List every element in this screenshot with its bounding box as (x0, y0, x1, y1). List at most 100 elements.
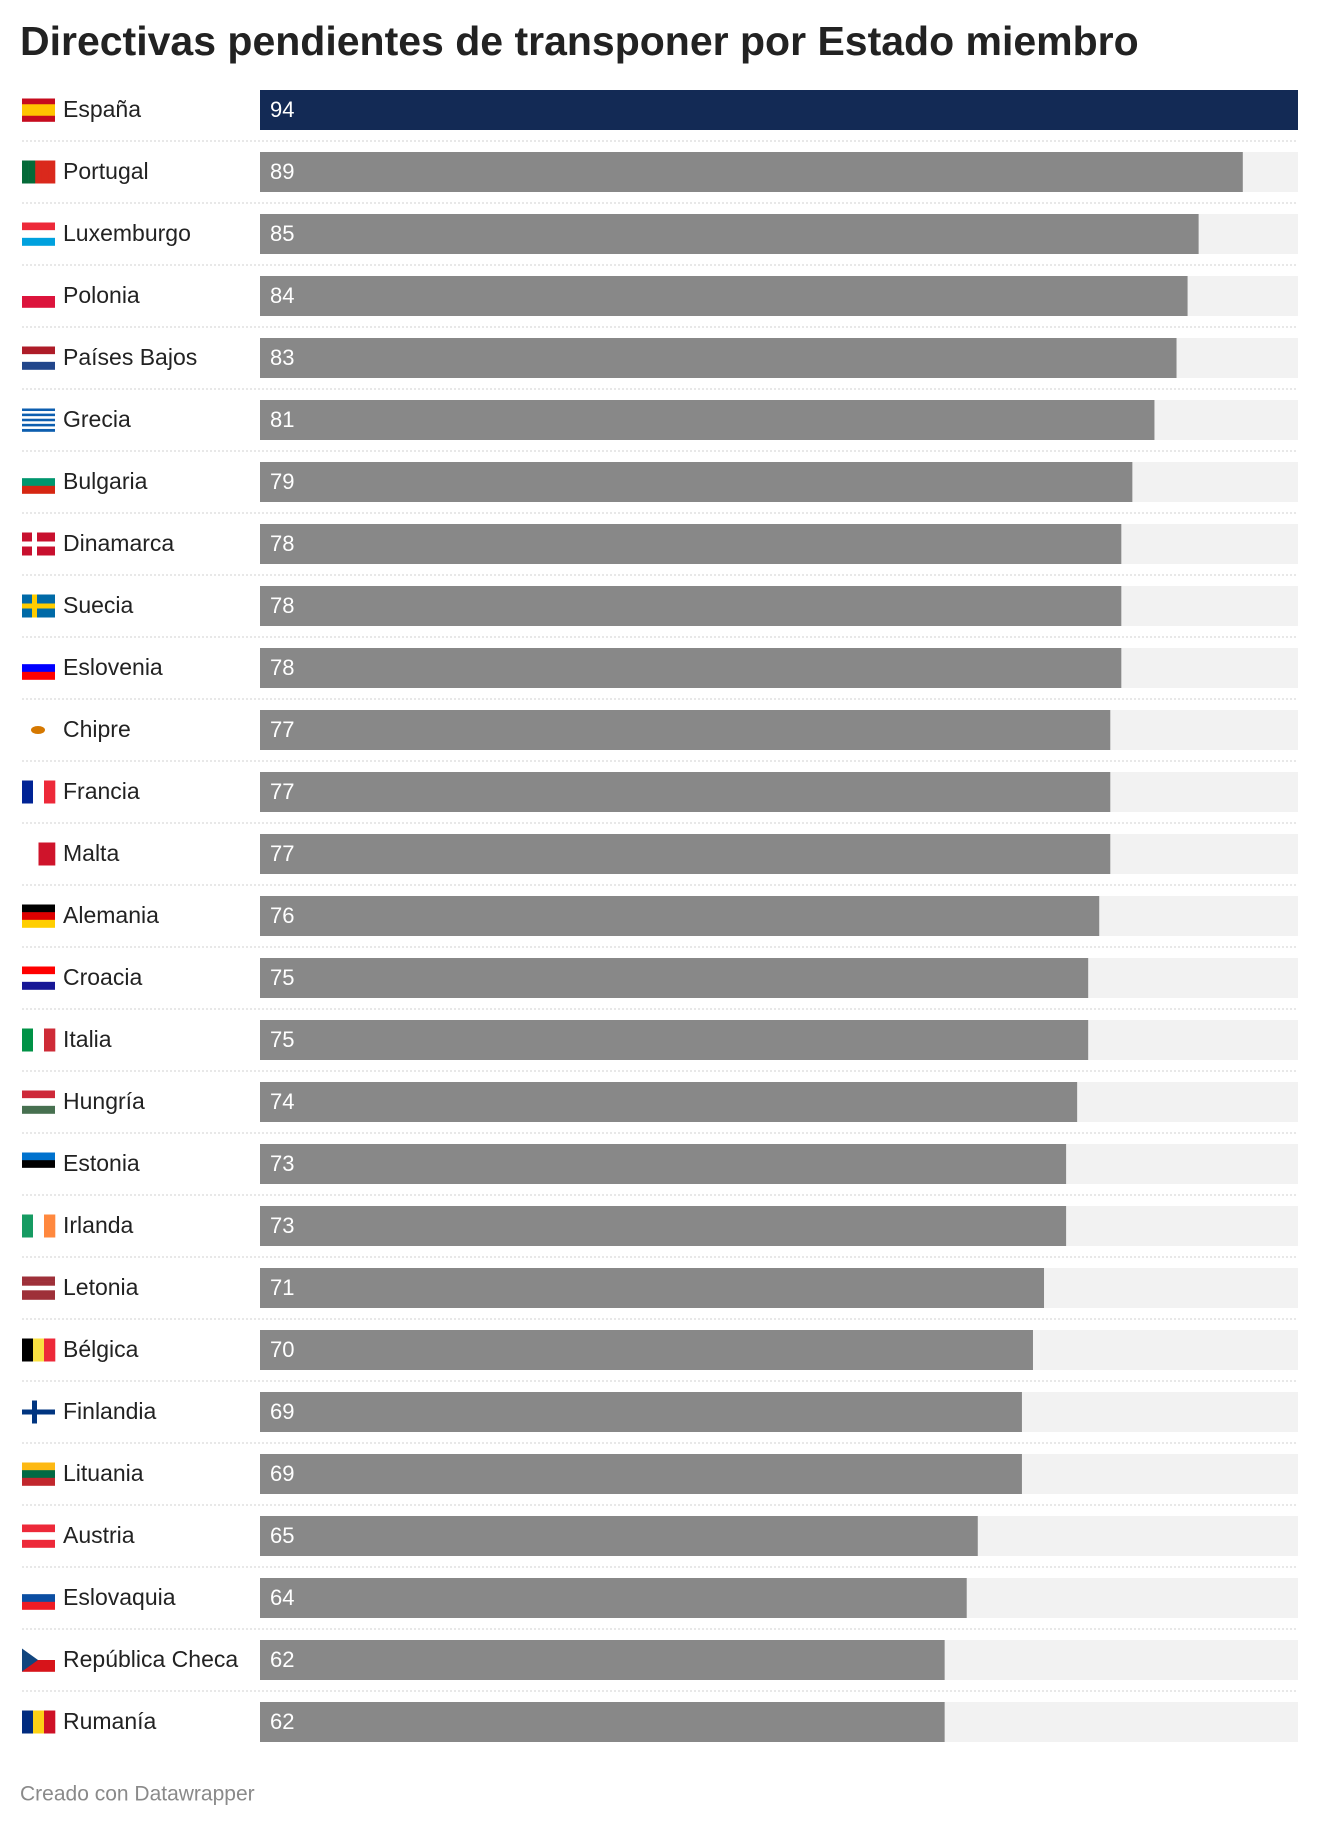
flag (22, 1276, 55, 1300)
flag-part (38, 842, 56, 866)
flag-part (22, 284, 55, 297)
flag-part (31, 726, 45, 734)
value-label: 74 (270, 1089, 294, 1114)
flag-part (22, 110, 55, 117)
bar (260, 1144, 1067, 1184)
bar (260, 1578, 967, 1618)
flag-part (22, 1648, 38, 1672)
value-label: 64 (270, 1585, 294, 1610)
flag-part (22, 1524, 55, 1533)
flag-part (22, 966, 55, 975)
category-label: Chipre (63, 716, 131, 742)
flag-part (22, 478, 55, 487)
bar (260, 524, 1122, 564)
value-label: 77 (270, 841, 294, 866)
category-label: República Checa (63, 1646, 238, 1672)
flag-part (22, 1539, 55, 1548)
flag-part (22, 1276, 55, 1282)
category-label: Portugal (63, 158, 149, 184)
bar (260, 400, 1155, 440)
flag (22, 842, 56, 866)
flag-part (22, 1152, 55, 1161)
flag-part (22, 1160, 55, 1169)
flag-part (22, 423, 55, 427)
bar (260, 152, 1243, 192)
flag (22, 1586, 55, 1610)
category-label: Austria (63, 1522, 135, 1548)
category-label: Alemania (63, 902, 159, 928)
flag (22, 160, 56, 184)
flag-part (22, 1594, 55, 1603)
flag-part (22, 98, 55, 105)
bar (260, 772, 1111, 812)
flag-part (44, 1710, 56, 1734)
flag-part (22, 485, 55, 494)
flag-part (22, 671, 55, 680)
value-label: 69 (270, 1399, 294, 1424)
flag-part (22, 1105, 55, 1114)
category-label: Bulgaria (63, 468, 148, 494)
category-label: Italia (63, 1026, 112, 1052)
flag (22, 1028, 56, 1052)
flag-part (22, 733, 55, 742)
flag (22, 284, 55, 308)
flag-part (22, 718, 55, 727)
category-label: Letonia (63, 1274, 139, 1300)
bar (260, 586, 1122, 626)
category-label: Bélgica (63, 1336, 139, 1362)
bar (260, 1206, 1067, 1246)
category-label: Rumanía (63, 1708, 157, 1734)
bar (260, 214, 1199, 254)
flag-part (22, 354, 55, 363)
value-label: 76 (270, 903, 294, 928)
flag (22, 594, 55, 618)
flag-part (33, 1338, 45, 1362)
flag-part (22, 416, 55, 420)
bar (260, 1268, 1045, 1308)
flag-part (22, 1601, 55, 1610)
flag-part (22, 346, 55, 355)
flag-part (33, 1710, 45, 1734)
bar (260, 462, 1133, 502)
flag-part (22, 656, 55, 665)
flag-part (22, 222, 55, 231)
flag-part (33, 780, 45, 804)
value-label: 73 (270, 1213, 294, 1238)
category-label: Eslovaquia (63, 1584, 176, 1610)
value-label: 75 (270, 1027, 294, 1052)
flag-part (22, 1338, 34, 1362)
value-label: 94 (270, 97, 294, 122)
category-label: Estonia (63, 1150, 140, 1176)
bar (260, 1640, 945, 1680)
value-label: 77 (270, 717, 294, 742)
flag-part (22, 1532, 55, 1541)
value-label: 78 (270, 531, 294, 556)
flag-part (22, 1294, 55, 1300)
flag (22, 904, 55, 928)
flag (22, 1710, 56, 1734)
flag-part (22, 230, 55, 239)
flag (22, 656, 55, 680)
category-label: Finlandia (63, 1398, 157, 1424)
category-label: Países Bajos (63, 344, 197, 370)
category-label: Eslovenia (63, 654, 163, 680)
value-label: 71 (270, 1275, 294, 1300)
flag-part (22, 1477, 55, 1486)
category-label: Polonia (63, 282, 140, 308)
value-label: 78 (270, 593, 294, 618)
flag-part (22, 1028, 34, 1052)
category-label: España (63, 96, 141, 122)
flag-part (22, 1586, 55, 1595)
value-label: 62 (270, 1647, 294, 1672)
flag-part (22, 160, 29, 184)
flag-part (22, 1098, 55, 1107)
value-label: 75 (270, 965, 294, 990)
value-label: 81 (270, 407, 294, 432)
flag-part (22, 1660, 55, 1672)
flag (22, 470, 55, 494)
flag-part (48, 160, 56, 184)
bar (260, 648, 1122, 688)
flag-part (33, 1214, 45, 1238)
